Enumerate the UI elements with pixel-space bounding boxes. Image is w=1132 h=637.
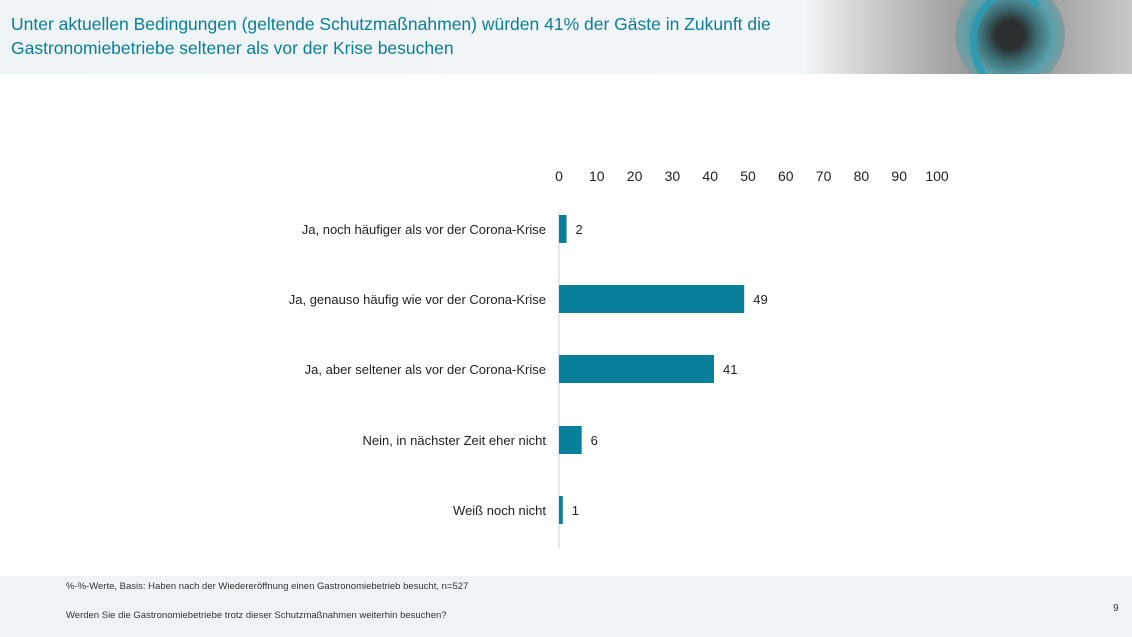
bar (559, 496, 563, 524)
page-number: 9 (1113, 603, 1119, 614)
eye-image (805, 0, 1132, 74)
data-label: 41 (723, 362, 737, 377)
category-label: Ja, noch häufiger als vor der Corona-Kri… (302, 222, 546, 237)
data-label: 2 (576, 222, 583, 237)
header: Unter aktuellen Bedingungen (geltende Sc… (0, 0, 1132, 74)
bar-chart: 0 10 20 30 40 50 60 70 80 90 100 Ja, noch häufiger … (0, 74, 1132, 574)
bar (559, 355, 714, 383)
category-label: Ja, genauso häufig wie vor der Corona-Kr… (289, 292, 546, 307)
slide-title: Unter aktuellen Bedingungen (geltende Sc… (11, 14, 771, 58)
x-tick-label: 100 (925, 168, 949, 184)
data-label: 6 (591, 433, 598, 448)
bar (559, 215, 567, 243)
category-label: Nein, in nächster Zeit eher nicht (362, 433, 546, 448)
data-label: 1 (572, 503, 579, 518)
x-tick-label: 20 (627, 168, 643, 184)
x-tick-label: 10 (589, 168, 605, 184)
x-tick-label: 30 (665, 168, 681, 184)
x-tick-label: 70 (816, 168, 832, 184)
question-note: Werden Sie die Gastronomiebetriebe trotz… (66, 610, 447, 621)
logo-ring (970, 0, 1054, 74)
base-note: %-%-Werte, Basis: Haben nach der Wiedere… (66, 581, 469, 592)
bar (559, 285, 745, 313)
x-tick-label: 80 (854, 168, 870, 184)
x-tick-label: 50 (740, 168, 756, 184)
x-tick-label: 0 (555, 168, 563, 184)
x-tick-label: 40 (702, 168, 718, 184)
x-tick-label: 90 (891, 168, 907, 184)
category-label: Ja, aber seltener als vor der Corona-Kri… (305, 362, 546, 377)
footer (0, 576, 1132, 637)
chart-svg: 0 10 20 30 40 50 60 70 80 90 100 Ja, noch häufiger … (289, 168, 949, 548)
data-label: 49 (753, 292, 767, 307)
category-label: Weiß noch nicht (453, 503, 546, 518)
x-tick-label: 60 (778, 168, 794, 184)
bar (559, 426, 582, 454)
